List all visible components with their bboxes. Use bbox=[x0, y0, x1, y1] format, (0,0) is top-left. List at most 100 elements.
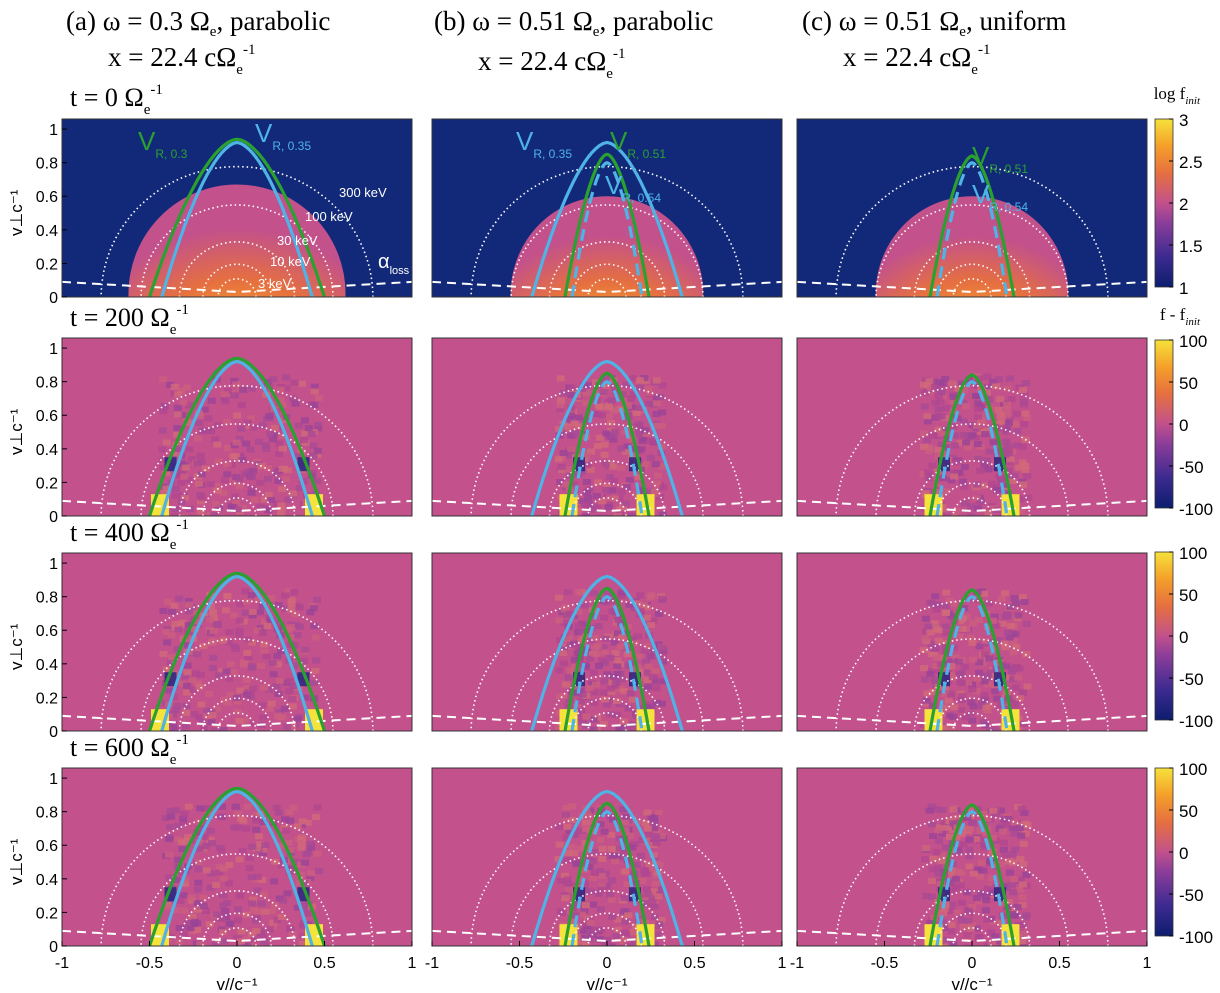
heatmap-cell bbox=[997, 861, 1006, 868]
heatmap-cell bbox=[275, 450, 284, 457]
heatmap-cell bbox=[166, 807, 175, 814]
resonance-label: VR, 0.35 bbox=[516, 126, 572, 161]
resonance-curve bbox=[160, 140, 314, 297]
heatmap-cell bbox=[949, 513, 958, 516]
heatmap-cell bbox=[603, 671, 612, 678]
heatmap-cell bbox=[928, 866, 937, 873]
colorbar-tick-label: 1 bbox=[1179, 279, 1188, 298]
heatmap-cell bbox=[934, 864, 943, 871]
heatmap-cell bbox=[264, 491, 273, 498]
heatmap-cell bbox=[578, 719, 587, 726]
heatmap-cell bbox=[235, 631, 244, 638]
heatmap-cell bbox=[651, 667, 660, 674]
heatmap-cell bbox=[635, 653, 644, 660]
heatmap-cell bbox=[582, 502, 591, 509]
heatmap-cell bbox=[195, 818, 204, 825]
y-tick-label: 0.8 bbox=[36, 805, 58, 822]
heatmap-cell bbox=[313, 804, 322, 811]
panel-frame bbox=[61, 337, 413, 517]
heatmap-cell bbox=[651, 422, 660, 429]
heatmap-cell bbox=[650, 913, 659, 920]
heatmap-cell bbox=[1023, 821, 1032, 828]
heatmap-cell bbox=[168, 608, 177, 615]
heatmap-cell bbox=[574, 642, 583, 649]
heatmap-cell bbox=[1009, 639, 1018, 646]
heatmap-cell bbox=[941, 901, 950, 908]
colorbar-tick-label: 0 bbox=[1179, 628, 1188, 647]
heatmap-cell bbox=[921, 635, 930, 642]
loss-cone-line bbox=[432, 929, 782, 943]
heatmap-cell bbox=[966, 826, 975, 833]
heatmap-cell bbox=[1010, 473, 1019, 480]
heatmap-cell bbox=[165, 874, 174, 881]
energy-circle bbox=[952, 712, 992, 731]
y-tick-label: 0.4 bbox=[36, 442, 58, 459]
resonance-curve bbox=[160, 359, 314, 516]
heatmap-cell bbox=[271, 901, 280, 908]
heatmap-cell bbox=[627, 512, 636, 516]
heatmap-cell bbox=[557, 429, 566, 436]
heatmap-cell bbox=[961, 500, 970, 507]
heatmap-cell bbox=[950, 459, 959, 466]
heatmap-cell bbox=[1018, 593, 1027, 600]
heatmap-cell bbox=[1005, 869, 1014, 876]
heatmap-cell bbox=[292, 859, 301, 866]
heatmap-cell bbox=[929, 432, 938, 439]
heatmap-cell bbox=[651, 880, 660, 887]
heatmap-cell bbox=[590, 870, 599, 877]
heatmap-cell bbox=[278, 402, 287, 409]
heatmap-cell bbox=[995, 473, 1004, 480]
heatmap-cell bbox=[314, 394, 323, 401]
heatmap-cell bbox=[1004, 898, 1013, 905]
heatmap-cell bbox=[171, 907, 180, 914]
heatmap-cell bbox=[965, 846, 974, 853]
distribution-heatmap bbox=[875, 196, 1069, 297]
resonance-curve bbox=[530, 359, 684, 516]
heatmap-cell bbox=[1020, 598, 1029, 605]
heatmap-cell bbox=[581, 860, 590, 867]
heatmap-cell bbox=[277, 506, 286, 513]
heatmap-cell bbox=[586, 466, 595, 473]
heatmap-cell bbox=[309, 442, 318, 449]
heatmap-cell bbox=[288, 695, 297, 702]
heatmap-cell bbox=[1003, 490, 1012, 497]
heatmap-cell bbox=[196, 671, 205, 678]
heatmap-cell bbox=[942, 609, 951, 616]
energy-circle bbox=[470, 814, 744, 946]
heatmap-cell bbox=[951, 945, 960, 946]
heatmap-cell bbox=[1017, 938, 1026, 945]
heatmap-cell bbox=[212, 911, 221, 918]
y-tick-label: 0.2 bbox=[36, 256, 58, 273]
heatmap-cell bbox=[203, 427, 212, 434]
heatmap-cell bbox=[959, 841, 968, 848]
heatmap-cell bbox=[219, 892, 228, 899]
heatmap-cell bbox=[590, 645, 599, 652]
heatmap-cell bbox=[960, 464, 969, 471]
heatmap-cell bbox=[248, 639, 257, 646]
heatmap-cell bbox=[312, 814, 321, 821]
heatmap-cell bbox=[273, 917, 282, 924]
heatmap-cell bbox=[578, 498, 587, 505]
heatmap-cell bbox=[282, 385, 291, 392]
heatmap-cell bbox=[301, 440, 310, 447]
time-label: t = 600 Ωe-1 bbox=[70, 732, 189, 768]
heatmap-cell bbox=[182, 723, 191, 730]
heatmap-cell bbox=[941, 664, 950, 671]
heatmap-cell bbox=[171, 707, 180, 714]
heatmap-cell bbox=[964, 679, 973, 686]
heatmap-cell bbox=[644, 663, 653, 670]
panel-frame bbox=[61, 118, 413, 298]
heatmap-cell bbox=[630, 929, 639, 936]
heatmap-cell bbox=[221, 607, 230, 614]
heatmap-cell bbox=[299, 657, 308, 664]
heatmap-cell bbox=[592, 503, 601, 510]
heatmap-cell bbox=[945, 597, 954, 604]
heatmap-cell bbox=[171, 620, 180, 627]
heatmap-cell bbox=[984, 466, 993, 473]
heatmap-cell bbox=[254, 438, 263, 445]
heatmap-cell bbox=[960, 664, 969, 671]
heatmap-cell bbox=[189, 608, 198, 615]
heatmap-cell bbox=[923, 418, 932, 425]
resonance-curve bbox=[530, 140, 684, 297]
column-title-c: (c) ω = 0.51 Ωe, uniform x = 22.4 cΩe-1 bbox=[802, 6, 1066, 78]
